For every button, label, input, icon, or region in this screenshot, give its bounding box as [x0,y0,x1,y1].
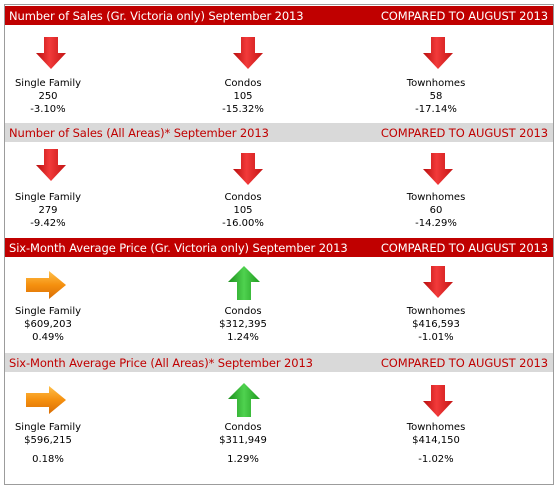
comparison-label: COMPARED TO AUGUST 2013 [380,8,548,23]
stat-change: -3.10% [30,104,66,115]
stat-label: Townhomes [406,192,466,203]
up-arrow-icon [228,266,260,300]
stat-label: Condos [224,78,262,89]
stat-value: 250 [38,91,58,102]
stat-value: 105 [233,205,253,216]
stat-label: Townhomes [406,306,466,317]
down-arrow-icon [36,37,66,69]
up-arrow-icon [228,383,260,417]
stat-value: 58 [429,91,443,102]
comparison-label: COMPARED TO AUGUST 2013 [380,355,548,370]
stat-change: -15.32% [222,104,264,115]
down-arrow-icon [423,153,453,185]
stat-single-family: Single Family 279 -9.42% [0,191,103,230]
stat-value: 60 [429,205,443,216]
stat-change: -9.42% [30,218,66,229]
stat-label: Condos [224,306,262,317]
down-arrow-icon [233,153,263,185]
section-title: Six-Month Average Price (All Areas)* Sep… [9,355,313,370]
stat-condos: Condos 105 -15.32% [188,77,298,116]
down-arrow-icon [233,37,263,69]
stat-value: $311,949 [219,435,267,446]
down-arrow-icon [423,385,453,417]
section-title: Six-Month Average Price (Gr. Victoria on… [9,240,348,255]
stat-label: Single Family [14,306,82,317]
stat-label: Townhomes [406,422,466,433]
stat-change: 0.49% [32,332,64,343]
stat-townhomes: Townhomes $414,150 -1.02% [381,421,491,466]
down-arrow-icon [36,149,66,181]
stat-townhomes: Townhomes 58 -17.14% [381,77,491,116]
stat-change: -1.01% [418,332,454,343]
stat-value: $609,203 [24,319,72,330]
section-header-price-all-areas: Six-Month Average Price (All Areas)* Sep… [5,353,553,372]
stat-value: $312,395 [219,319,267,330]
section-header-sales-all-areas: Number of Sales (All Areas)* September 2… [5,123,553,142]
stat-change: 1.24% [227,332,259,343]
section-title: Number of Sales (All Areas)* September 2… [9,125,269,140]
right-arrow-icon [26,386,66,414]
stat-value: $416,593 [412,319,460,330]
stat-label: Single Family [14,78,82,89]
stat-value: $414,150 [412,435,460,446]
right-arrow-icon [26,271,66,299]
section-title: Number of Sales (Gr. Victoria only) Sept… [9,8,304,23]
stat-condos: Condos $312,395 1.24% [188,305,298,344]
stat-townhomes: Townhomes $416,593 -1.01% [381,305,491,344]
down-arrow-icon [423,266,453,298]
section-header-sales-victoria: Number of Sales (Gr. Victoria only) Sept… [5,6,553,25]
comparison-label: COMPARED TO AUGUST 2013 [380,240,548,255]
market-summary-panel: Number of Sales (Gr. Victoria only) Sept… [4,4,554,485]
stat-value: 279 [38,205,58,216]
down-arrow-icon [423,37,453,69]
stat-label: Single Family [14,192,82,203]
stat-single-family: Single Family $609,203 0.49% [0,305,103,344]
stat-change: 1.29% [227,454,259,465]
stat-label: Single Family [14,422,82,433]
stat-label: Townhomes [406,78,466,89]
stat-change: 0.18% [32,454,64,465]
section-header-price-victoria: Six-Month Average Price (Gr. Victoria on… [5,238,553,257]
stat-value: $596,215 [24,435,72,446]
stat-condos: Condos $311,949 1.29% [188,421,298,466]
stat-condos: Condos 105 -16.00% [188,191,298,230]
stat-single-family: Single Family 250 -3.10% [0,77,103,116]
stat-change: -17.14% [415,104,457,115]
stat-value: 105 [233,91,253,102]
stat-single-family: Single Family $596,215 0.18% [0,421,103,466]
stat-townhomes: Townhomes 60 -14.29% [381,191,491,230]
stat-label: Condos [224,192,262,203]
stat-change: -1.02% [418,454,454,465]
comparison-label: COMPARED TO AUGUST 2013 [380,125,548,140]
stat-change: -16.00% [222,218,264,229]
stat-label: Condos [224,422,262,433]
stat-change: -14.29% [415,218,457,229]
